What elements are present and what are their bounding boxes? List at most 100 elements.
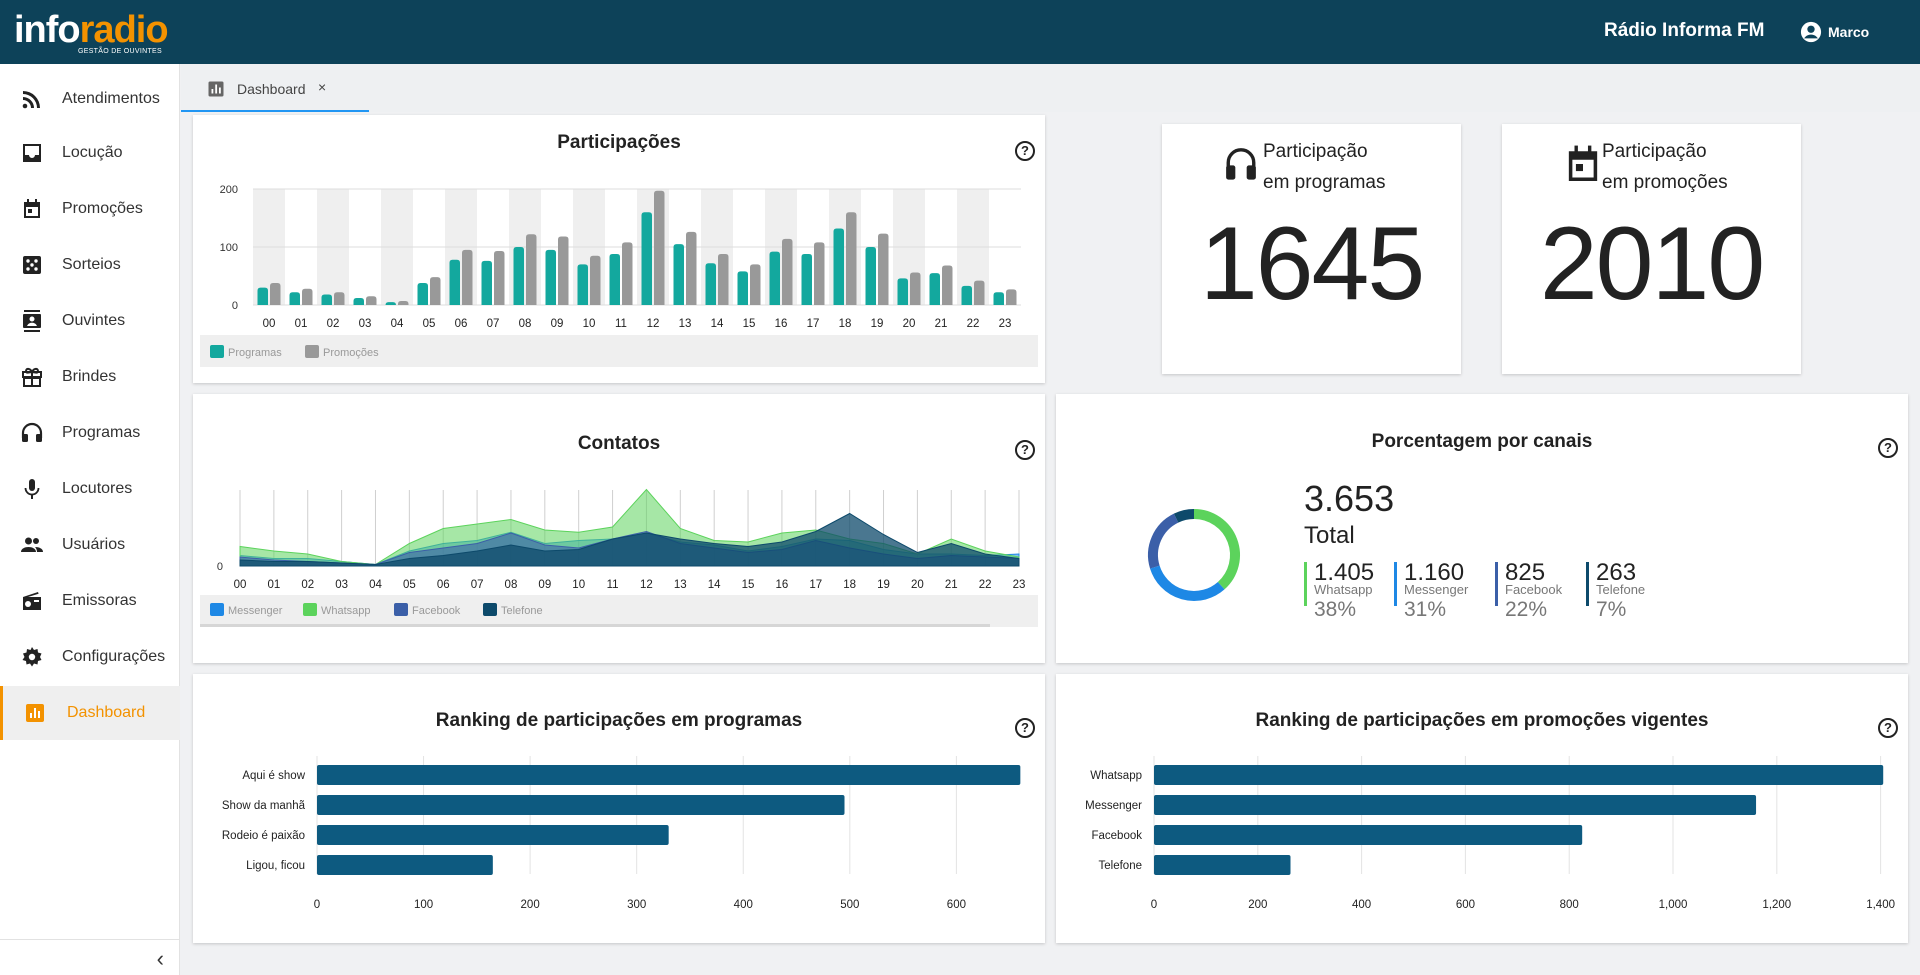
rss-icon (22, 91, 40, 109)
y-tick-label: Whatsapp (1090, 770, 1142, 782)
microphone-icon (24, 479, 40, 499)
chart-bar (846, 212, 857, 305)
sidebar-item-label: Configurações (62, 648, 166, 665)
chart-bar (609, 253, 620, 305)
legend-label: Telefone (501, 605, 543, 617)
x-tick-label: 09 (551, 318, 564, 330)
x-tick-label: 400 (734, 899, 753, 911)
x-tick-label: 0 (1151, 899, 1157, 911)
card-title: Participações (557, 132, 681, 153)
canais-card: Porcentagem por canais ? 3.653 Total 1.4… (1056, 394, 1908, 663)
chart-bar (1006, 289, 1017, 305)
chart-bar (622, 242, 633, 305)
logo[interactable]: inforadio GESTÃO DE OUVINTES (14, 8, 169, 56)
logo-tagline: GESTÃO DE OUVINTES (78, 48, 162, 55)
canal-value: 263 (1596, 559, 1637, 586)
canal-value: 825 (1505, 559, 1546, 586)
x-tick-label: 17 (807, 318, 820, 330)
contacts-icon (23, 310, 41, 332)
sidebar-item-ouvintes[interactable]: Ouvintes (0, 294, 180, 348)
chart-bar (878, 233, 889, 305)
chart-bar (302, 288, 313, 305)
canal-pct: 22% (1505, 598, 1548, 621)
chart-bar (590, 255, 601, 305)
x-tick-label: 1,000 (1659, 899, 1688, 911)
sidebar-item-sorteios[interactable]: Sorteios (0, 238, 180, 292)
x-tick-label: 19 (871, 318, 884, 330)
chart-bar (577, 264, 588, 305)
calendar-icon (24, 199, 40, 218)
chart-bar (654, 190, 665, 305)
sidebar-item-atendimentos[interactable]: Atendimentos (0, 72, 180, 126)
tab-bar: Dashboard × (181, 64, 1920, 112)
chart-bar (385, 302, 396, 306)
sidebar-item-promocoes[interactable]: Promoções (0, 182, 180, 236)
card-title: Ranking de participações em programas (435, 710, 803, 731)
x-tick-label: 03 (335, 579, 348, 591)
close-icon[interactable]: × (318, 79, 327, 95)
x-tick-label: 15 (742, 579, 755, 591)
legend-label: Facebook (412, 605, 461, 617)
x-tick-label: 0 (314, 899, 320, 911)
chart-bar (737, 271, 748, 305)
sidebar-item-brindes[interactable]: Brindes (0, 350, 180, 404)
chart-bar (321, 294, 332, 305)
sidebar-item-dashboard[interactable]: Dashboard (0, 686, 180, 740)
canal-name: Telefone (1596, 582, 1646, 597)
y-tick-label: Telefone (1099, 860, 1142, 872)
tab-dashboard[interactable]: Dashboard × (181, 64, 369, 112)
canais-total-label: Total (1304, 522, 1355, 549)
sidebar-item-locutores[interactable]: Locutores (0, 462, 180, 516)
sidebar-item-emissoras[interactable]: Emissoras (0, 574, 180, 628)
y-tick-label: Show da manhã (222, 800, 306, 812)
calendar-icon (1568, 145, 1598, 181)
ranking-promocoes-chart: 0 200 400 600 800 1,000 1,200 1,400 Whatsapp Mess… (1085, 756, 1895, 911)
help-icon[interactable]: ? (1878, 718, 1898, 738)
collapse-sidebar-button[interactable]: ‹ (0, 939, 180, 975)
donut-slice (1148, 513, 1179, 569)
gear-icon (22, 647, 42, 667)
legend-label: Programas (228, 347, 282, 359)
x-tick-label: 800 (1560, 899, 1579, 911)
chart-bar (974, 280, 985, 305)
x-tick-label: 600 (1456, 899, 1475, 911)
help-icon[interactable]: ? (1015, 718, 1035, 738)
help-icon[interactable]: ? (1878, 438, 1898, 458)
x-tick-label: 300 (627, 899, 646, 911)
x-tick-label: 03 (359, 318, 372, 330)
x-tick-label: 01 (295, 318, 308, 330)
chart-icon (26, 704, 44, 722)
chart-bar (317, 795, 845, 815)
legend-swatch (394, 603, 408, 616)
user-menu[interactable]: Marco (1800, 21, 1869, 43)
help-icon[interactable]: ? (1015, 141, 1035, 161)
sidebar-item-usuarios[interactable]: Usuários (0, 518, 180, 572)
canal-facebook: 825 Facebook 22% (1495, 559, 1562, 621)
chart-bar (558, 236, 569, 305)
x-tick-label: 17 (809, 579, 822, 591)
ranking-programas-chart: 0 100 200 300 400 500 600 Aqui é show Show da ma… (222, 756, 1021, 911)
inbox-icon (23, 144, 41, 162)
sidebar-item-locucao[interactable]: Locução (0, 126, 180, 180)
x-tick-label: 05 (423, 318, 436, 330)
chart-bar (317, 855, 493, 875)
canal-whatsapp: 1.405 Whatsapp 38% (1304, 561, 1374, 621)
legend-label: Promoções (323, 347, 379, 359)
x-tick-label: 600 (947, 899, 966, 911)
x-tick-label: 14 (711, 318, 724, 330)
x-tick-label: 500 (840, 899, 859, 911)
x-tick-label: 1,400 (1866, 899, 1895, 911)
sidebar-item-programas[interactable]: Programas (0, 406, 180, 460)
chart-bar (897, 278, 908, 305)
sidebar-item-configuracoes[interactable]: Configurações (0, 630, 180, 684)
x-tick-label: 11 (607, 579, 619, 591)
tab-label: Dashboard (237, 81, 306, 97)
canal-pct: 7% (1596, 598, 1627, 621)
sidebar-item-label: Locutores (62, 480, 133, 497)
x-tick-label: 12 (647, 318, 660, 330)
help-icon[interactable]: ? (1015, 440, 1035, 460)
x-tick-label: 07 (471, 579, 484, 591)
x-tick-label: 01 (267, 579, 280, 591)
y-tick-label: Ligou, ficou (246, 860, 305, 872)
canal-color-bar (1394, 562, 1397, 606)
